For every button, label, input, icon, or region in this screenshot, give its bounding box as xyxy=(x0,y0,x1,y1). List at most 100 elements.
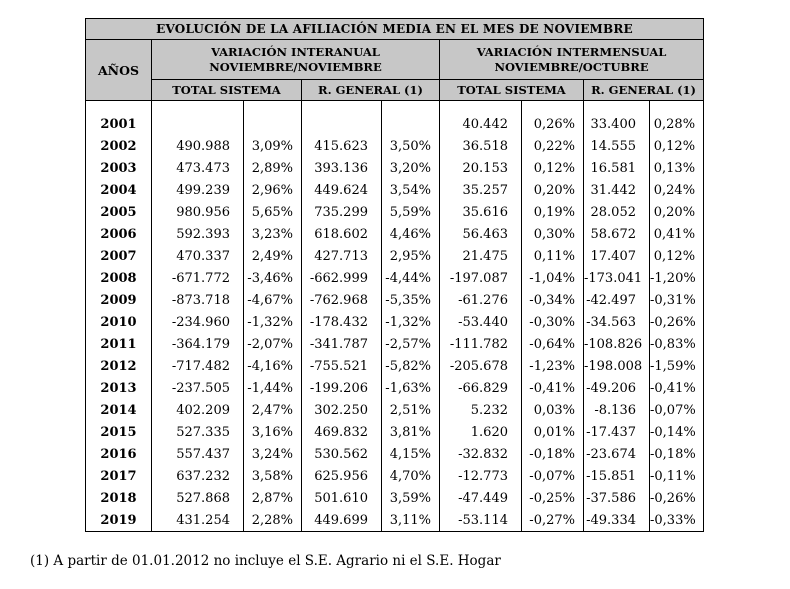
percent-cell: 0,24% xyxy=(648,179,705,202)
value-cell: 56.463 xyxy=(439,223,522,246)
interannual-header-line1: VARIACIÓN INTERANUAL xyxy=(211,44,380,59)
percent-cell: -0,41% xyxy=(521,377,584,400)
percent-cell: 3,59% xyxy=(381,487,440,510)
percent-cell: 3,16% xyxy=(243,421,302,444)
table-row: 2002 490.988 3,09% 415.623 3,50% 36.518 0,22% 1… xyxy=(85,135,705,158)
subheader-r-general-intermensual: R. GENERAL (1) xyxy=(582,79,705,101)
percent-cell: 0,41% xyxy=(648,223,705,246)
percent-cell: 3,09% xyxy=(243,135,302,158)
percent-cell: 0,01% xyxy=(521,421,584,444)
percent-cell: -0,83% xyxy=(648,333,705,356)
value-cell: 470.337 xyxy=(151,245,244,268)
value-cell: -341.787 xyxy=(301,333,382,356)
year-cell: 2007 xyxy=(85,245,152,268)
percent-cell: 0,28% xyxy=(648,100,705,136)
value-cell: -66.829 xyxy=(439,377,522,400)
percent-cell: -0,07% xyxy=(648,399,705,422)
value-cell: 473.473 xyxy=(151,157,244,180)
percent-cell: -0,27% xyxy=(521,509,584,532)
percent-cell: 3,23% xyxy=(243,223,302,246)
interannual-header-line2: NOVIEMBRE/NOVIEMBRE xyxy=(209,59,382,74)
title-row: EVOLUCIÓN DE LA AFILIACIÓN MEDIA EN EL M… xyxy=(84,18,705,40)
value-cell: 40.442 xyxy=(439,100,522,136)
value-cell: -671.772 xyxy=(151,267,244,290)
value-cell: 527.335 xyxy=(151,421,244,444)
percent-cell: -0,33% xyxy=(648,509,705,532)
percent-cell: 0,03% xyxy=(521,399,584,422)
value-cell: -42.497 xyxy=(583,289,650,312)
value-cell: -53.114 xyxy=(439,509,522,532)
value-cell: 625.956 xyxy=(301,465,382,488)
percent-cell: 0,22% xyxy=(521,135,584,158)
value-cell: -717.482 xyxy=(151,355,244,378)
value-cell: 530.562 xyxy=(301,443,382,466)
percent-cell: 3,54% xyxy=(381,179,440,202)
percent-cell: 2,51% xyxy=(381,399,440,422)
value-cell: -111.782 xyxy=(439,333,522,356)
value-cell: 393.136 xyxy=(301,157,382,180)
percent-cell: 2,89% xyxy=(243,157,302,180)
percent-cell: 3,50% xyxy=(381,135,440,158)
percent-cell: 2,49% xyxy=(243,245,302,268)
percent-cell: -1,59% xyxy=(648,355,705,378)
value-cell: 592.393 xyxy=(151,223,244,246)
value-cell: 58.672 xyxy=(583,223,650,246)
table-body: 2001 40.442 0,26% 33.400 0,28% 2002 490.988 3,0… xyxy=(85,100,705,532)
percent-cell: -4,16% xyxy=(243,355,302,378)
value-cell: 1.620 xyxy=(439,421,522,444)
year-cell: 2015 xyxy=(85,421,152,444)
percent-cell: -1,20% xyxy=(648,267,705,290)
value-cell: -198.008 xyxy=(583,355,650,378)
table-row: 2007 470.337 2,49% 427.713 2,95% 21.475 0,11% 1… xyxy=(85,245,705,268)
footnote: (1) A partir de 01.01.2012 no incluye el… xyxy=(30,553,501,569)
value-cell: -32.832 xyxy=(439,443,522,466)
value-cell: 735.299 xyxy=(301,201,382,224)
percent-cell: 3,58% xyxy=(243,465,302,488)
table-row: 2001 40.442 0,26% 33.400 0,28% xyxy=(85,100,705,136)
percent-cell: -0,25% xyxy=(521,487,584,510)
percent-cell: -0,14% xyxy=(648,421,705,444)
percent-cell: 0,12% xyxy=(648,135,705,158)
year-cell: 2008 xyxy=(85,267,152,290)
percent-cell: 0,20% xyxy=(648,201,705,224)
value-cell: 17.407 xyxy=(583,245,650,268)
percent-cell: -0,11% xyxy=(648,465,705,488)
sub-header-row: TOTAL SISTEMA R. GENERAL (1) TOTAL SISTE… xyxy=(86,79,705,101)
table-row: 2008 -671.772 -3,46% -662.999 -4,44% -197.087… xyxy=(85,267,705,290)
value-cell: -173.041 xyxy=(583,267,650,290)
value-cell: 618.602 xyxy=(301,223,382,246)
year-cell: 2016 xyxy=(85,443,152,466)
year-cell: 2012 xyxy=(85,355,152,378)
value-cell: 501.610 xyxy=(301,487,382,510)
percent-cell: -1,32% xyxy=(243,311,302,334)
year-cell: 2001 xyxy=(85,100,152,136)
percent-cell: 0,26% xyxy=(521,100,584,136)
table-row: 2019 431.254 2,28% 449.699 3,11% -53.114 -0,27… xyxy=(85,509,705,532)
percent-cell: 5,59% xyxy=(381,201,440,224)
value-cell: -12.773 xyxy=(439,465,522,488)
percent-cell: 0,12% xyxy=(521,157,584,180)
percent-cell: -1,32% xyxy=(381,311,440,334)
percent-cell: -3,46% xyxy=(243,267,302,290)
table-row: 2009 -873.718 -4,67% -762.968 -5,35% -61.276-… xyxy=(85,289,705,312)
value-cell: -61.276 xyxy=(439,289,522,312)
value-cell: 14.555 xyxy=(583,135,650,158)
percent-cell: -0,64% xyxy=(521,333,584,356)
percent-cell: 0,19% xyxy=(521,201,584,224)
table-row: 2018 527.868 2,87% 501.610 3,59% -47.449 -0,25… xyxy=(85,487,705,510)
percent-cell: -5,82% xyxy=(381,355,440,378)
table-header: EVOLUCIÓN DE LA AFILIACIÓN MEDIA EN EL M… xyxy=(84,18,705,101)
subheader-total-sistema-interannual: TOTAL SISTEMA xyxy=(151,79,302,101)
value-cell: -199.206 xyxy=(301,377,382,400)
intermensual-header-line2: NOVIEMBRE/OCTUBRE xyxy=(494,59,649,74)
year-cell: 2014 xyxy=(85,399,152,422)
value-cell: -37.586 xyxy=(583,487,650,510)
table-row: 2016 557.437 3,24% 530.562 4,15% -32.832 -0,18… xyxy=(85,443,705,466)
value-cell: 449.699 xyxy=(301,509,382,532)
table-row: 2017 637.232 3,58% 625.956 4,70% -12.773 -0,07… xyxy=(85,465,705,488)
value-cell: -49.334 xyxy=(583,509,650,532)
year-cell: 2009 xyxy=(85,289,152,312)
year-cell: 2010 xyxy=(85,311,152,334)
value-cell: 28.052 xyxy=(583,201,650,224)
subheader-r-general-interannual: R. GENERAL (1) xyxy=(301,79,440,101)
